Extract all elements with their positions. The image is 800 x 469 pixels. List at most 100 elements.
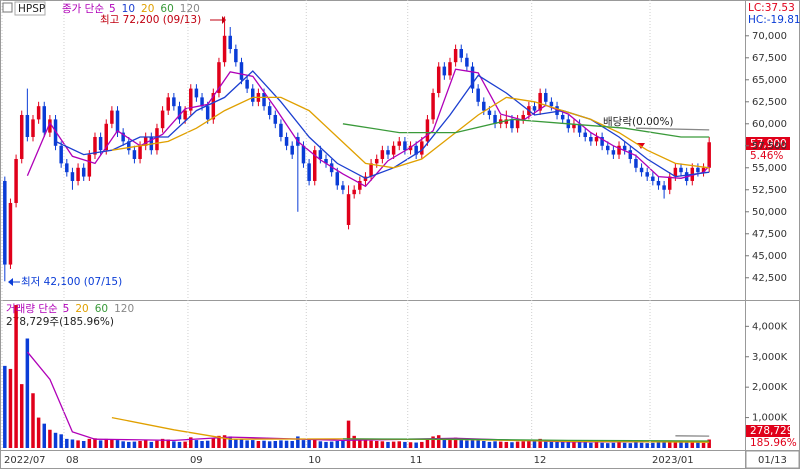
change-label: 5.46% — [750, 150, 783, 162]
volume-bar — [634, 442, 638, 448]
candle-body — [611, 150, 616, 155]
volume-bar — [656, 442, 661, 448]
candle-body — [19, 114, 24, 159]
candle-body — [76, 167, 80, 181]
candle-body — [234, 48, 238, 63]
volume-bar — [572, 442, 576, 448]
x-tick-label: 09 — [190, 455, 203, 466]
volume-bar — [504, 441, 509, 448]
volume-bar — [115, 440, 120, 448]
candle-body — [284, 136, 289, 146]
volume-bar — [352, 435, 356, 448]
volume-bar — [684, 442, 689, 448]
candle-body — [160, 110, 165, 129]
volume-bar — [651, 442, 655, 448]
y-tick-label: 70,000 — [752, 31, 787, 42]
y-tick-label: 65,000 — [752, 75, 787, 86]
volume-bar — [549, 441, 554, 448]
price-plot — [3, 16, 711, 282]
x-tick-label: 12 — [534, 455, 547, 466]
candle-body — [448, 62, 452, 76]
y-tick-label: 4,000K — [752, 321, 788, 332]
volume-bar — [59, 434, 63, 448]
volume-label: 278,729주(185.96%) — [6, 316, 114, 328]
volume-bar — [628, 443, 633, 448]
volume-bar — [425, 439, 430, 448]
y-tick-label: 1,000K — [752, 413, 788, 424]
legend-item: 5 — [109, 3, 116, 15]
legend-item: 60 — [95, 303, 108, 315]
candle-body — [453, 48, 458, 63]
volume-bar — [53, 432, 58, 448]
candle-body — [397, 141, 402, 146]
candle-body — [239, 62, 244, 80]
volume-bar — [380, 441, 385, 448]
candle-body — [228, 35, 232, 49]
candle-body — [600, 136, 604, 146]
candle-body — [36, 106, 41, 120]
candle-body — [217, 62, 221, 93]
candle-body — [482, 101, 486, 111]
candle-body — [583, 132, 587, 137]
volume-bar — [532, 441, 537, 448]
moving-average-line — [55, 70, 710, 180]
candle-body — [205, 106, 210, 120]
volume-bar — [284, 440, 289, 448]
volume-bar — [600, 442, 604, 448]
candle-body — [358, 180, 362, 190]
candle-body — [53, 119, 58, 146]
volume-bar — [696, 442, 700, 448]
high-arrowhead — [222, 16, 226, 24]
x-tick-label: 08 — [66, 455, 79, 466]
volume-bar — [251, 440, 255, 448]
volume-bar — [358, 438, 362, 448]
volume-bar — [3, 365, 7, 448]
hc-label: HC:-19.81 — [748, 14, 800, 26]
volume-bar — [521, 441, 525, 448]
volume-bar — [234, 438, 238, 448]
volume-bar — [403, 441, 407, 448]
candle-body — [645, 172, 649, 177]
volume-bar — [493, 441, 497, 448]
volume-bar — [606, 443, 610, 448]
moving-average-line — [342, 438, 710, 442]
moving-average-line — [342, 118, 710, 138]
last-date-box — [745, 450, 800, 469]
last-price-box — [746, 137, 790, 150]
candle-body — [572, 123, 576, 129]
volume-bar — [14, 305, 18, 448]
volume-bar — [515, 441, 520, 448]
y-tick-label: 60,000 — [752, 119, 787, 130]
candle-body — [200, 97, 204, 107]
volume-bar — [160, 438, 165, 448]
last-price: 57,900 — [750, 138, 787, 150]
x-tick-label: 2023/01 — [652, 455, 694, 466]
volume-bar — [482, 441, 486, 448]
volume-bar — [566, 442, 571, 448]
volume-bar — [172, 441, 176, 448]
candle-body — [386, 150, 390, 155]
volume-bar — [346, 420, 351, 448]
volume-bar — [48, 429, 52, 448]
y-tick-label: 3,000K — [752, 352, 788, 363]
candle-body — [487, 110, 492, 115]
candle-body — [515, 119, 520, 129]
candle-body — [380, 150, 385, 159]
volume-bar — [690, 441, 695, 448]
candle-body — [273, 114, 278, 124]
legend-item: 120 — [114, 303, 134, 315]
volume-bar — [273, 441, 278, 448]
candle-body — [262, 92, 266, 107]
candle-body — [245, 79, 249, 89]
candle-body — [510, 119, 514, 129]
legend-item: 120 — [180, 3, 200, 15]
candle-body — [549, 101, 554, 107]
moving-average-line — [111, 96, 710, 169]
volume-bar — [65, 438, 69, 448]
volume-bar — [639, 442, 644, 448]
candle-body — [521, 114, 525, 120]
volume-bar — [81, 441, 86, 448]
checkbox[interactable] — [2, 2, 13, 13]
candle-body — [335, 172, 340, 186]
